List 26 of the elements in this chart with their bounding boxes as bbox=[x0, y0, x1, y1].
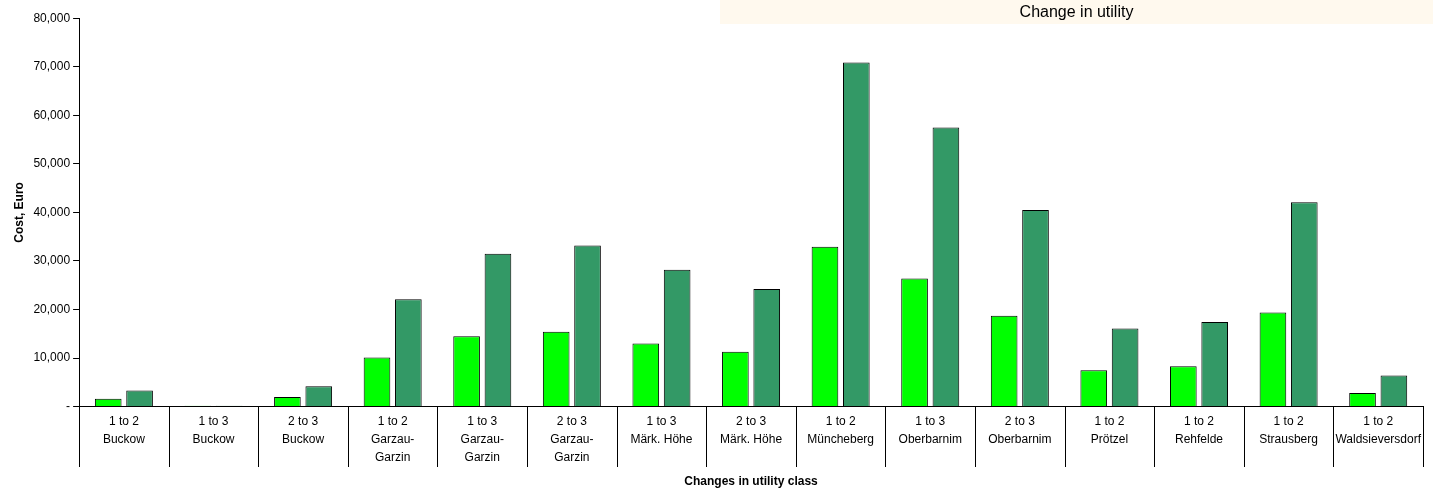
x-tick-label: 1 to 3 Oberbarnim bbox=[898, 413, 962, 446]
y-tick-label: 30,000 bbox=[33, 253, 71, 268]
x-tick-label: 1 to 2 Buckow bbox=[102, 413, 146, 446]
x-tick-label: 1 to 2 Rehfelde bbox=[1174, 413, 1224, 446]
y-tick-label: 70,000 bbox=[33, 59, 71, 74]
y-tick-label: 10,000 bbox=[33, 350, 71, 365]
x-tick-label: 2 to 3 Oberbarnim bbox=[988, 413, 1052, 446]
y-tick-label: 50,000 bbox=[33, 156, 71, 171]
x-tick-label: 1 to 2 Waldsieversdorf bbox=[1335, 413, 1422, 446]
y-axis-title: Cost, Euro bbox=[11, 182, 26, 243]
x-axis-title: Changes in utility class bbox=[684, 474, 819, 489]
x-tick-label: 1 to 3 Buckow bbox=[192, 413, 235, 446]
x-tick-label: 2 to 3 Garzau-Garzin bbox=[550, 413, 594, 464]
x-tick-label: 1 to 2 Strausberg bbox=[1259, 413, 1318, 446]
y-tick-label: 80,000 bbox=[33, 10, 71, 25]
y-tick-label: 60,000 bbox=[33, 107, 71, 122]
y-tick-label: 40,000 bbox=[33, 204, 71, 219]
x-tick-label: 1 to 2 Müncheberg bbox=[807, 413, 874, 446]
y-tick-label: 20,000 bbox=[33, 301, 71, 316]
y-tick-label: - bbox=[66, 398, 71, 413]
x-tick-label: 1 to 3 Märk. Höhe bbox=[630, 413, 693, 446]
x-tick-label: 2 to 3 Märk. Höhe bbox=[720, 413, 783, 446]
x-tick-label: 2 to 3 Buckow bbox=[282, 413, 325, 446]
x-tick-label: 1 to 3 Garzau-Garzin bbox=[460, 413, 504, 464]
x-tick-label: 1 to 2 Prötzel bbox=[1090, 413, 1129, 446]
x-tick-label: 1 to 2 Garzau-Garzin bbox=[371, 413, 415, 464]
